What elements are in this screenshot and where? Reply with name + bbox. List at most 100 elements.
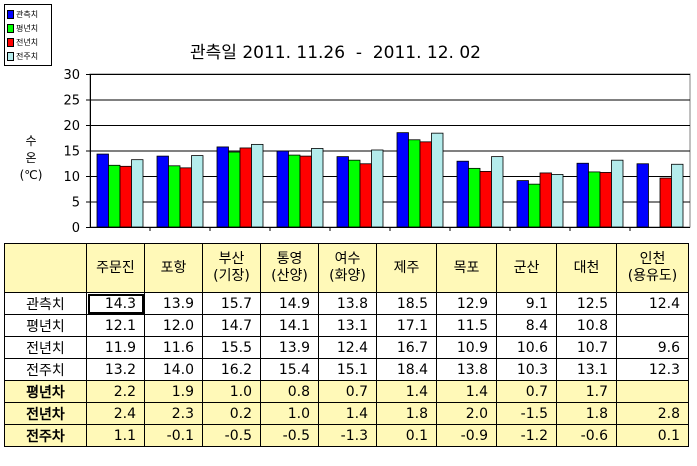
table-cell[interactable]: 15.7 bbox=[202, 292, 261, 315]
table-cell[interactable] bbox=[616, 314, 689, 337]
table-cell[interactable]: 12.0 bbox=[144, 314, 203, 337]
row-header[interactable]: 관측치 bbox=[4, 292, 87, 315]
table-cell[interactable]: 10.3 bbox=[496, 358, 557, 381]
table-cell[interactable]: 12.4 bbox=[616, 292, 689, 315]
table-cell[interactable]: 2.8 bbox=[616, 402, 689, 425]
table-cell[interactable]: 1.8 bbox=[556, 402, 617, 425]
table-cell[interactable]: 0.8 bbox=[260, 380, 319, 403]
table-cell[interactable]: 9.6 bbox=[616, 336, 689, 359]
row-header[interactable]: 평년차 bbox=[4, 380, 87, 403]
table-cell[interactable]: 11.6 bbox=[144, 336, 203, 359]
table-cell[interactable]: 0.7 bbox=[496, 380, 557, 403]
table-cell[interactable]: -0.5 bbox=[202, 424, 261, 447]
table-cell[interactable]: 1.4 bbox=[436, 380, 497, 403]
column-header[interactable]: 대천 bbox=[556, 243, 617, 293]
legend-swatch bbox=[7, 9, 14, 19]
table-cell[interactable]: 13.9 bbox=[260, 336, 319, 359]
table-cell[interactable]: 17.1 bbox=[376, 314, 437, 337]
table-cell[interactable]: 8.4 bbox=[496, 314, 557, 337]
table-cell[interactable]: 0.2 bbox=[202, 402, 261, 425]
y-axis-label-line: 수 bbox=[25, 134, 37, 148]
table-cell[interactable]: 0.7 bbox=[318, 380, 377, 403]
table-cell[interactable]: 14.7 bbox=[202, 314, 261, 337]
table-cell[interactable]: 10.6 bbox=[496, 336, 557, 359]
table-cell[interactable]: 12.1 bbox=[86, 314, 145, 337]
table-cell[interactable]: 1.8 bbox=[376, 402, 437, 425]
table-cell[interactable]: 18.4 bbox=[376, 358, 437, 381]
table-cell[interactable]: 10.9 bbox=[436, 336, 497, 359]
table-cell[interactable]: 16.7 bbox=[376, 336, 437, 359]
table-cell[interactable]: -0.1 bbox=[144, 424, 203, 447]
bar bbox=[299, 155, 312, 228]
table-cell[interactable]: 12.4 bbox=[318, 336, 377, 359]
row-header[interactable]: 전주차 bbox=[4, 424, 87, 447]
table-cell[interactable]: 15.1 bbox=[318, 358, 377, 381]
table-cell[interactable]: 14.9 bbox=[260, 292, 319, 315]
table-cell[interactable]: -0.9 bbox=[436, 424, 497, 447]
table-cell[interactable]: 1.4 bbox=[318, 402, 377, 425]
table-cell[interactable]: 15.5 bbox=[202, 336, 261, 359]
table-row: 평년치 12.1 12.0 14.7 14.1 13.1 17.1 11.5 8.4 10.8 bbox=[4, 314, 689, 337]
table-cell[interactable]: 1.0 bbox=[260, 402, 319, 425]
column-header[interactable]: 포항 bbox=[144, 243, 203, 293]
column-header[interactable]: 여수 (화양) bbox=[318, 243, 377, 293]
table-cell[interactable]: 10.8 bbox=[556, 314, 617, 337]
table-cell[interactable]: 1.0 bbox=[202, 380, 261, 403]
column-header[interactable]: 통영 (산양) bbox=[260, 243, 319, 293]
column-header[interactable]: 부산 (기장) bbox=[202, 243, 261, 293]
table-cell[interactable]: 11.9 bbox=[86, 336, 145, 359]
table-cell[interactable]: 2.4 bbox=[86, 402, 145, 425]
table-cell[interactable]: 10.7 bbox=[556, 336, 617, 359]
table-cell[interactable]: 9.1 bbox=[496, 292, 557, 315]
table-cell[interactable]: -1.3 bbox=[318, 424, 377, 447]
legend-swatch bbox=[7, 23, 14, 33]
table-cell[interactable]: 13.9 bbox=[144, 292, 203, 315]
column-header[interactable]: 목포 bbox=[436, 243, 497, 293]
table-cell[interactable]: 15.4 bbox=[260, 358, 319, 381]
table-cell[interactable]: 14.1 bbox=[260, 314, 319, 337]
table-cell[interactable]: -1.2 bbox=[496, 424, 557, 447]
bar bbox=[108, 164, 121, 228]
table-cell[interactable]: 2.2 bbox=[86, 380, 145, 403]
table-cell[interactable]: 14.0 bbox=[144, 358, 203, 381]
column-header-line: (용유도) bbox=[627, 268, 678, 284]
column-header[interactable]: 군산 bbox=[496, 243, 557, 293]
row-header[interactable]: 전주치 bbox=[4, 358, 87, 381]
bar bbox=[611, 159, 624, 228]
table-cell[interactable]: 13.8 bbox=[318, 292, 377, 315]
table-cell[interactable]: 18.5 bbox=[376, 292, 437, 315]
table-cell[interactable]: 2.0 bbox=[436, 402, 497, 425]
table-cell[interactable]: 12.3 bbox=[616, 358, 689, 381]
table-cell[interactable]: 13.8 bbox=[436, 358, 497, 381]
table-cell[interactable]: -0.6 bbox=[556, 424, 617, 447]
table-cell[interactable]: 1.7 bbox=[556, 380, 617, 403]
table-cell[interactable]: 0.1 bbox=[616, 424, 689, 447]
bar bbox=[96, 153, 109, 228]
table-cell[interactable]: 12.9 bbox=[436, 292, 497, 315]
table-cell[interactable]: 12.5 bbox=[556, 292, 617, 315]
table-cell[interactable]: -0.5 bbox=[260, 424, 319, 447]
table-cell[interactable]: 1.9 bbox=[144, 380, 203, 403]
table-cell[interactable]: 13.2 bbox=[86, 358, 145, 381]
column-header[interactable]: 인천 (용유도) bbox=[616, 243, 689, 293]
bar bbox=[359, 163, 372, 228]
legend-item: 전년치 bbox=[7, 35, 49, 49]
table-cell[interactable]: 14.3 bbox=[86, 292, 145, 315]
column-header[interactable]: 제주 bbox=[376, 243, 437, 293]
table-cell[interactable]: 0.1 bbox=[376, 424, 437, 447]
table-cell[interactable]: 11.5 bbox=[436, 314, 497, 337]
table-cell[interactable]: 13.1 bbox=[318, 314, 377, 337]
row-header[interactable]: 전년차 bbox=[4, 402, 87, 425]
table-cell[interactable]: -1.5 bbox=[496, 402, 557, 425]
table-cell[interactable]: 16.2 bbox=[202, 358, 261, 381]
table-cell[interactable]: 13.1 bbox=[556, 358, 617, 381]
table-cell[interactable]: 2.3 bbox=[144, 402, 203, 425]
row-header[interactable]: 평년치 bbox=[4, 314, 87, 337]
table-cell[interactable] bbox=[616, 380, 689, 403]
column-header[interactable]: 주문진 bbox=[86, 243, 145, 293]
table-row: 전년차 2.4 2.3 0.2 1.0 1.4 1.8 2.0 -1.5 1.8 2.8 bbox=[4, 402, 689, 425]
row-header[interactable]: 전년치 bbox=[4, 336, 87, 359]
table-row: 전주차 1.1 -0.1 -0.5 -0.5 -1.3 0.1 -0.9 -1.2 -0.6 0.1 bbox=[4, 424, 689, 447]
table-cell[interactable]: 1.1 bbox=[86, 424, 145, 447]
table-cell[interactable]: 1.4 bbox=[376, 380, 437, 403]
